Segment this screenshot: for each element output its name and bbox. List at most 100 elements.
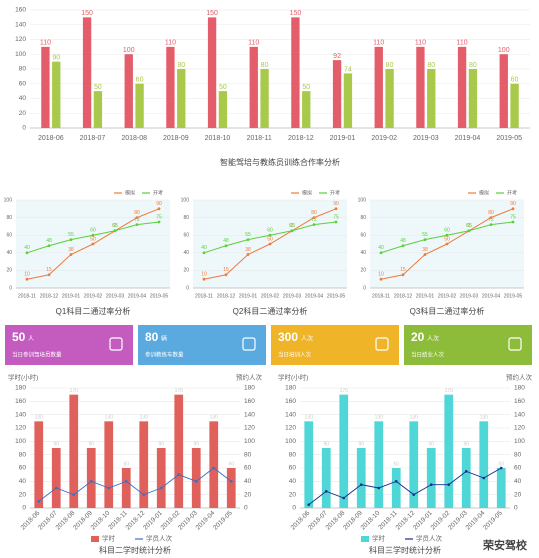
data-label: 38 <box>68 247 74 253</box>
data-label: 40 <box>201 245 207 251</box>
stat-card <box>271 325 399 365</box>
bar <box>374 46 383 128</box>
y2-tick-label: 160 <box>244 398 255 405</box>
x-tick-label: 2019-03 <box>106 293 125 299</box>
y-tick-label: 100 <box>15 51 26 58</box>
data-label: 130 <box>105 415 114 421</box>
line-point <box>401 273 405 277</box>
line-point <box>69 238 73 242</box>
x-tick-label: 2018-11 <box>18 293 36 299</box>
watermark: 荣安驾校 <box>482 538 528 552</box>
y-tick-label: 60 <box>19 80 27 87</box>
line-point <box>246 238 250 242</box>
card-icon <box>375 337 389 351</box>
chart-title: 科目二学时统计分析 <box>99 545 171 555</box>
bar <box>226 468 236 508</box>
line-point <box>25 251 29 255</box>
y-tick-label: 140 <box>15 21 26 28</box>
bar <box>479 421 489 508</box>
stat-card <box>404 325 532 365</box>
data-label: 100 <box>123 47 135 54</box>
data-label: 60 <box>444 228 450 234</box>
data-label: 130 <box>305 415 314 421</box>
data-label: 110 <box>456 40 467 47</box>
bar <box>332 60 342 128</box>
line-point <box>334 220 338 224</box>
line-point <box>423 253 427 256</box>
data-label: 150 <box>206 10 218 17</box>
legend-label: 模拟 <box>479 189 489 196</box>
y2-tick-label: 160 <box>514 398 525 405</box>
x-tick-label: 2019-01 <box>239 293 258 299</box>
y2-tick-label: 80 <box>514 451 522 458</box>
data-label: 15 <box>46 267 52 273</box>
line <box>38 467 232 502</box>
x-tick-label: 2019-02 <box>84 293 103 299</box>
data-label: 10 <box>201 272 207 278</box>
bar <box>69 394 79 508</box>
y2-tick-label: 180 <box>514 385 525 392</box>
data-label: 130 <box>210 415 219 421</box>
bar <box>218 91 228 128</box>
x-tick-label: 2019-03 <box>283 293 302 299</box>
data-label: 90 <box>463 441 469 447</box>
data-label: 90 <box>88 441 94 447</box>
x-tick-label: 2019-01 <box>330 135 356 142</box>
data-label: 90 <box>53 441 59 447</box>
bar <box>385 69 394 128</box>
data-label: 150 <box>290 10 302 17</box>
data-label: 75 <box>510 214 516 220</box>
line-point <box>334 207 338 211</box>
line-point <box>202 277 206 281</box>
data-label: 50 <box>267 236 273 242</box>
card-value: 20 <box>411 330 425 344</box>
y-tick-label: 60 <box>360 233 366 239</box>
y2-axis-label: 预约人次 <box>236 373 263 382</box>
line-point <box>54 486 58 490</box>
bar <box>409 421 419 508</box>
y-tick-label: 0 <box>292 505 296 512</box>
x-tick-label: 2019-02 <box>371 135 397 142</box>
x-tick-label: 2019-01 <box>416 293 435 299</box>
line-point <box>447 483 451 486</box>
legend-label: 学时 <box>102 534 116 543</box>
x-tick-label: 2019-03 <box>413 135 439 142</box>
line-point <box>307 503 311 506</box>
line-point <box>91 233 95 237</box>
line-point <box>290 229 294 233</box>
stat-card <box>138 325 266 365</box>
y-tick-label: 80 <box>6 215 12 221</box>
bar <box>82 17 92 128</box>
line-point <box>202 251 206 255</box>
line-point <box>107 486 111 490</box>
x-tick-label: 2019-05 <box>150 293 169 299</box>
line-point <box>394 480 398 483</box>
y-tick-label: 0 <box>186 285 189 291</box>
line-point <box>142 493 146 496</box>
line-point <box>401 244 405 248</box>
y2-tick-label: 20 <box>244 491 252 498</box>
data-label: 170 <box>445 388 454 394</box>
data-label: 65 <box>112 223 118 229</box>
bar <box>356 448 366 508</box>
line-point <box>268 242 272 246</box>
line-point <box>72 493 76 496</box>
card-icon <box>508 337 522 351</box>
bar <box>468 69 478 128</box>
line-point <box>69 253 73 256</box>
y-tick-label: 120 <box>285 425 296 432</box>
bar <box>207 17 217 128</box>
bar <box>174 394 184 508</box>
y2-tick-label: 180 <box>244 385 255 392</box>
card-unit: 人次 <box>427 335 439 343</box>
bar <box>302 91 311 128</box>
bar <box>139 421 149 508</box>
data-label: 170 <box>175 388 184 394</box>
y2-tick-label: 20 <box>514 491 522 498</box>
line-point <box>37 500 41 503</box>
data-label: 60 <box>123 461 129 467</box>
line-point <box>25 277 29 281</box>
data-label: 80 <box>469 62 477 69</box>
bar <box>86 448 96 508</box>
